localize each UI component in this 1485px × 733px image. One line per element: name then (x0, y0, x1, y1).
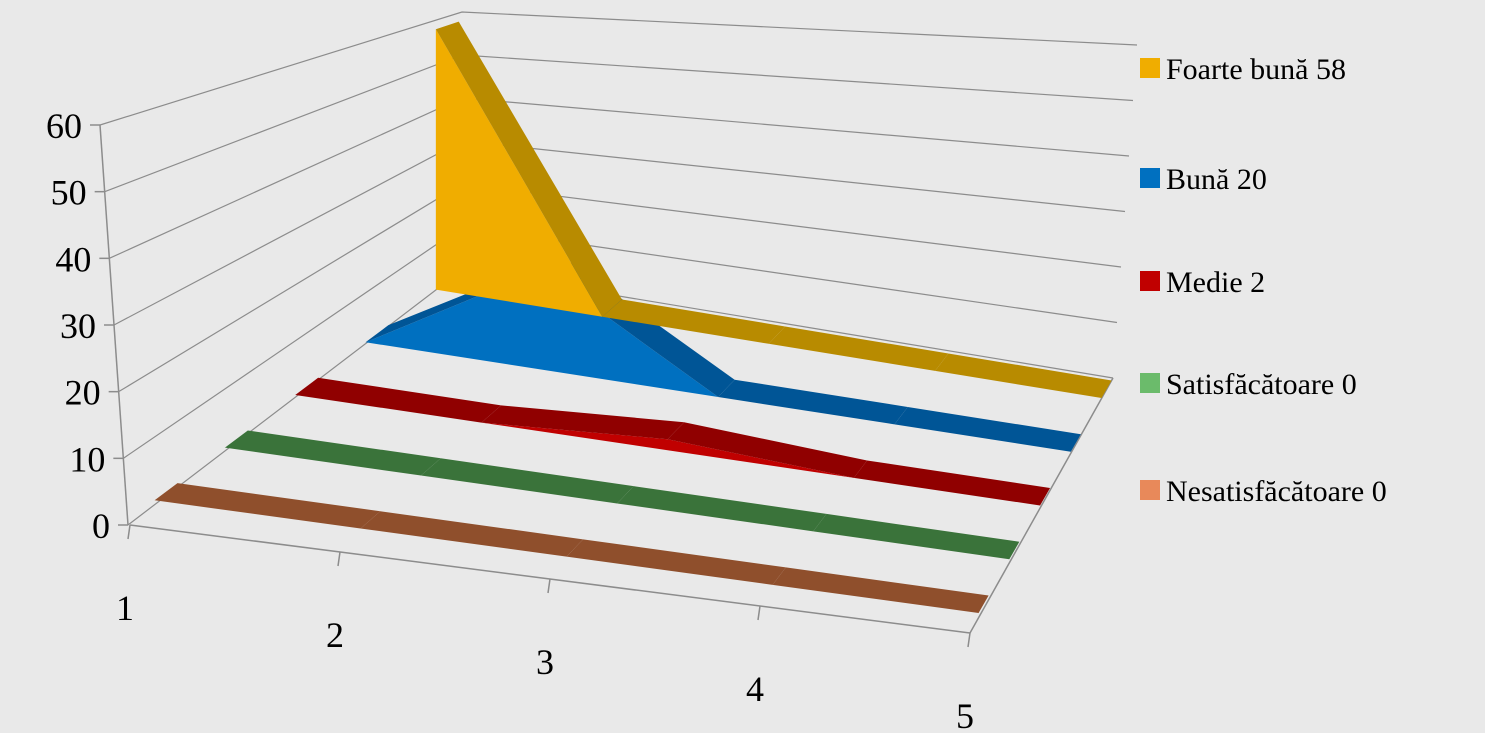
x-tick-label: 3 (536, 642, 554, 682)
x-tick-label: 4 (746, 669, 764, 709)
series-segment (853, 460, 1051, 506)
legend-swatch (1140, 168, 1160, 188)
legend-layer: Foarte bună 58 Bună 20 Medie 2 Satisfăcătoa… (1140, 53, 1387, 508)
series-ribbon-2 (295, 377, 1051, 506)
legend-label: Bună 20 (1166, 163, 1267, 196)
series-segment (566, 539, 786, 585)
series-ribbon-4 (154, 483, 989, 614)
x-tick-mark (967, 632, 971, 648)
y-tick-label: 40 (55, 239, 91, 279)
series-segment (617, 486, 827, 532)
x-tick-label: 5 (956, 696, 974, 733)
series-segment (421, 458, 634, 504)
legend-label: Nesatisfăcătoare 0 (1166, 475, 1387, 508)
y-tick-label: 10 (69, 439, 105, 479)
series-segment (154, 483, 381, 529)
legend-swatch (1140, 373, 1160, 393)
y-tick-label: 20 (65, 373, 101, 413)
x-tick-mark (757, 605, 761, 621)
gridline (109, 97, 1130, 259)
x-tick-mark (127, 524, 131, 540)
gridline (99, 11, 1138, 126)
series-ribbon-0 (435, 21, 1112, 399)
series-segment (481, 405, 685, 440)
legend-swatch (1140, 271, 1160, 291)
x-tick-label: 2 (326, 615, 344, 655)
y-tick-label: 50 (51, 173, 87, 213)
axes-layer: 0 10 20 30 40 50 60 1 2 3 4 5 (46, 106, 1114, 733)
x-tick-mark (547, 578, 551, 594)
legend-label: Satisfăcătoare 0 (1166, 368, 1357, 401)
legend-label: Foarte bună 58 (1166, 53, 1346, 86)
series-segment (813, 513, 1020, 560)
series-segment (772, 567, 989, 613)
y-tick-label: 0 (92, 506, 110, 546)
series-segment (894, 406, 1081, 452)
legend-swatch (1140, 58, 1160, 78)
series-segment (935, 353, 1112, 398)
y-tick-label: 30 (60, 306, 96, 346)
series-segment (224, 430, 441, 476)
legend-label: Medie 2 (1166, 266, 1265, 299)
depth-axis-line (969, 377, 1114, 634)
series-segment (718, 379, 908, 425)
series-segment (295, 377, 502, 423)
series-ribbon-3 (224, 430, 1020, 560)
series-segment (435, 21, 622, 317)
series-segment (768, 326, 949, 371)
x-tick-label: 1 (116, 588, 134, 628)
x-tick-mark (337, 551, 341, 567)
series-area (365, 269, 1071, 452)
series-segment (667, 422, 868, 478)
series-layer (154, 21, 1112, 614)
series-segment (602, 299, 786, 344)
y-tick-label: 60 (46, 106, 82, 146)
legend-swatch (1140, 480, 1160, 500)
series-segment (360, 511, 584, 557)
